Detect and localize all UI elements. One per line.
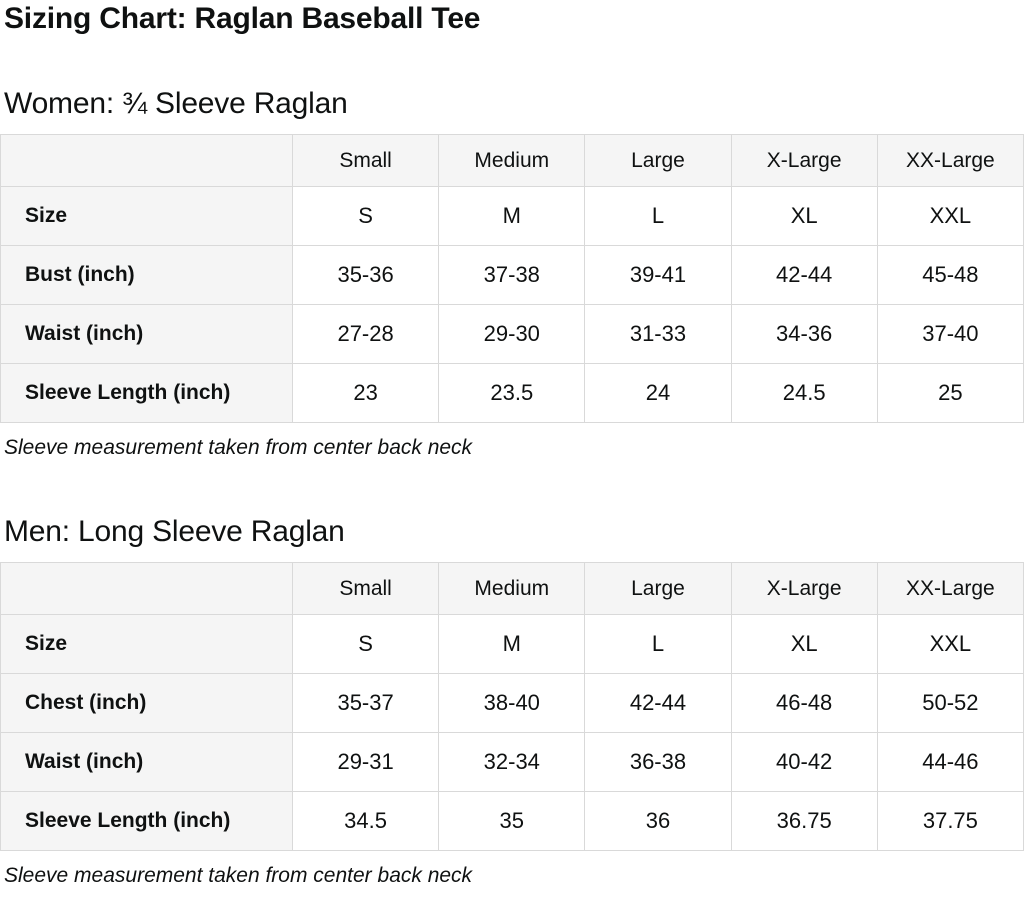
cell-value: 50-52 bbox=[876, 673, 1024, 734]
cell-value: 37-40 bbox=[876, 304, 1024, 364]
column-header: Medium bbox=[438, 562, 586, 616]
column-header: XX-Large bbox=[876, 134, 1024, 187]
cell-value: 40-42 bbox=[730, 732, 878, 793]
table-row: Waist (inch) 29-31 32-34 36-38 40-42 44-46 bbox=[0, 732, 1024, 793]
cell-value: 35-37 bbox=[291, 673, 440, 734]
women-section-heading: Women: ¾ Sleeve Raglan bbox=[4, 87, 348, 120]
cell-value: XL bbox=[730, 614, 878, 675]
cell-value: XXL bbox=[876, 614, 1024, 675]
cell-value: 31-33 bbox=[584, 304, 732, 364]
cell-value: 37-38 bbox=[438, 245, 586, 305]
cell-value: 42-44 bbox=[584, 673, 732, 734]
cell-value: 24.5 bbox=[730, 363, 878, 423]
row-label: Chest (inch) bbox=[0, 673, 293, 734]
cell-value: 38-40 bbox=[438, 673, 586, 734]
column-header: X-Large bbox=[730, 562, 878, 616]
column-header: Large bbox=[584, 134, 732, 187]
section-men: Men: Long Sleeve Raglan Small Medium Large… bbox=[0, 515, 1024, 888]
table-row: Size S M L XL XXL bbox=[0, 614, 1024, 675]
table-row: Chest (inch) 35-37 38-40 42-44 46-48 50-52 bbox=[0, 673, 1024, 734]
row-label: Sleeve Length (inch) bbox=[0, 363, 293, 423]
men-sleeve-note: Sleeve measurement taken from center bac… bbox=[4, 864, 473, 888]
cell-value: 32-34 bbox=[438, 732, 586, 793]
cell-value: 35 bbox=[438, 791, 586, 852]
section-women: Women: ¾ Sleeve Raglan Small Medium Large X… bbox=[0, 87, 1024, 460]
row-label: Waist (inch) bbox=[0, 732, 293, 793]
cell-value: 36-38 bbox=[584, 732, 732, 793]
cell-value: M bbox=[438, 186, 586, 246]
cell-value: 36.75 bbox=[730, 791, 878, 852]
column-header: Small bbox=[291, 562, 440, 616]
cell-value: L bbox=[584, 186, 732, 246]
cell-value: M bbox=[438, 614, 586, 675]
women-sleeve-note: Sleeve measurement taken from center bac… bbox=[4, 436, 473, 459]
cell-value: 37.75 bbox=[876, 791, 1024, 852]
row-label: Size bbox=[0, 614, 293, 675]
cell-value: XXL bbox=[876, 186, 1024, 246]
table-row: Waist (inch) 27-28 29-30 31-33 34-36 37-40 bbox=[0, 304, 1024, 364]
cell-value: 23.5 bbox=[438, 363, 586, 423]
row-label: Sleeve Length (inch) bbox=[0, 791, 293, 852]
table-row: Bust (inch) 35-36 37-38 39-41 42-44 45-48 bbox=[0, 245, 1024, 305]
cell-value: 34-36 bbox=[730, 304, 878, 364]
cell-value: 44-46 bbox=[876, 732, 1024, 793]
cell-value: XL bbox=[730, 186, 878, 246]
cell-value: 34.5 bbox=[291, 791, 440, 852]
page-title: Sizing Chart: Raglan Baseball Tee bbox=[4, 2, 481, 35]
cell-value: 46-48 bbox=[730, 673, 878, 734]
cell-value: 24 bbox=[584, 363, 732, 423]
cell-value: S bbox=[291, 614, 440, 675]
column-header: X-Large bbox=[730, 134, 878, 187]
row-label: Waist (inch) bbox=[0, 304, 293, 364]
women-size-table: Small Medium Large X-Large XX-Large Size S M L XL… bbox=[0, 134, 1024, 423]
table-row: Sleeve Length (inch) 23 23.5 24 24.5 25 bbox=[0, 363, 1024, 423]
table-row: Size S M L XL XXL bbox=[0, 186, 1024, 246]
cell-value: 27-28 bbox=[291, 304, 440, 364]
corner-cell bbox=[0, 562, 293, 616]
header-row: Small Medium Large X-Large XX-Large bbox=[0, 562, 1024, 616]
row-label: Size bbox=[0, 186, 293, 246]
row-label: Bust (inch) bbox=[0, 245, 293, 305]
cell-value: 45-48 bbox=[876, 245, 1024, 305]
cell-value: 35-36 bbox=[291, 245, 440, 305]
column-header: Large bbox=[584, 562, 732, 616]
table-row: Sleeve Length (inch) 34.5 35 36 36.75 37.75 bbox=[0, 791, 1024, 852]
header-row: Small Medium Large X-Large XX-Large bbox=[0, 134, 1024, 187]
column-header: Medium bbox=[438, 134, 586, 187]
cell-value: 42-44 bbox=[730, 245, 878, 305]
column-header: Small bbox=[291, 134, 440, 187]
cell-value: S bbox=[291, 186, 440, 246]
men-section-heading: Men: Long Sleeve Raglan bbox=[4, 515, 345, 549]
cell-value: 39-41 bbox=[584, 245, 732, 305]
cell-value: 29-31 bbox=[291, 732, 440, 793]
cell-value: 29-30 bbox=[438, 304, 586, 364]
men-size-table: Small Medium Large X-Large XX-Large Size S M L XL… bbox=[0, 562, 1024, 852]
cell-value: 36 bbox=[584, 791, 732, 852]
column-header: XX-Large bbox=[876, 562, 1024, 616]
cell-value: 25 bbox=[876, 363, 1024, 423]
corner-cell bbox=[0, 134, 293, 187]
cell-value: 23 bbox=[291, 363, 440, 423]
cell-value: L bbox=[584, 614, 732, 675]
